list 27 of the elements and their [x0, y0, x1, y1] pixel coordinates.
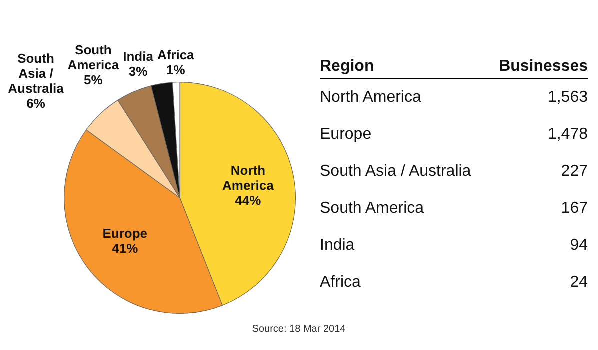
category-label: Europe: [320, 125, 373, 145]
text: 1,563: [548, 89, 588, 106]
data-label: 1%: [166, 62, 186, 78]
data-label: 6%: [26, 96, 46, 111]
text: Region: [320, 57, 376, 77]
slice-label: Africa: [157, 47, 196, 62]
text: 94: [570, 237, 588, 254]
text: 1,478: [548, 126, 588, 143]
slice-label: Europe: [102, 226, 148, 242]
category-label: India: [320, 236, 356, 256]
slice-label: South America: [68, 42, 120, 72]
source-note: Source: 18 Mar 2014: [251, 324, 347, 335]
text: 167: [561, 200, 588, 217]
data-label: 44%: [235, 192, 262, 208]
slice-label: South Asia / Australia: [8, 50, 65, 96]
text: 227: [561, 163, 588, 180]
category-label: Africa: [320, 273, 362, 293]
text: 24: [570, 274, 588, 291]
data-label: 41%: [112, 241, 139, 256]
category-label: South America: [320, 199, 426, 219]
category-label: North America: [320, 88, 422, 108]
slice-label: India: [123, 48, 154, 64]
slice-label: North America: [222, 162, 275, 193]
category-label: South Asia / Australia: [320, 162, 472, 182]
data-label: 5%: [84, 72, 104, 88]
text: Businesses: [498, 57, 588, 77]
data-label: 3%: [128, 64, 148, 79]
